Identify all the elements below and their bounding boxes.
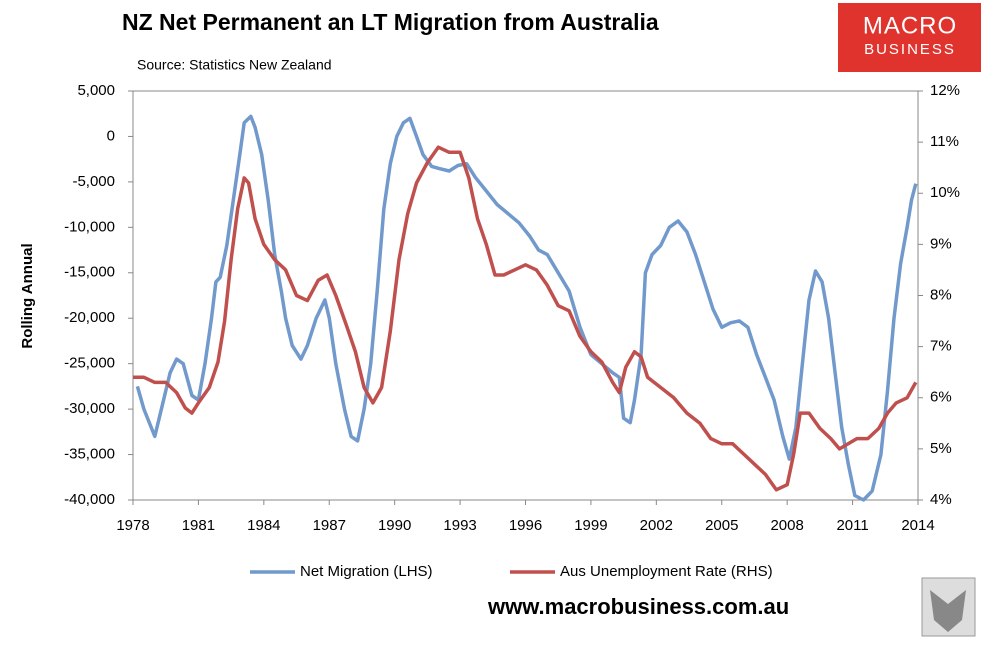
y2-tick-label: 4% bbox=[930, 491, 952, 508]
y2-tick-label: 8% bbox=[930, 286, 952, 303]
logo-text: MACRO bbox=[863, 12, 957, 39]
y-tick-label: -5,000 bbox=[72, 173, 115, 190]
footer-url: www.macrobusiness.com.au bbox=[487, 594, 789, 619]
y2-tick-label: 9% bbox=[930, 235, 952, 252]
x-tick-label: 1993 bbox=[443, 517, 476, 534]
x-tick-label: 1984 bbox=[247, 517, 280, 534]
x-tick-label: 1987 bbox=[313, 517, 346, 534]
series-line bbox=[135, 114, 918, 502]
y2-tick-label: 11% bbox=[930, 133, 959, 150]
x-tick-label: 2005 bbox=[705, 517, 738, 534]
y2-tick-label: 5% bbox=[930, 440, 952, 457]
y2-tick-label: 12% bbox=[930, 82, 960, 99]
x-tick-label: 2002 bbox=[640, 517, 673, 534]
subtitle: Source: Statistics New Zealand bbox=[137, 57, 332, 73]
x-tick-label: 2014 bbox=[901, 517, 934, 534]
x-tick-label: 2011 bbox=[836, 517, 868, 534]
y2-tick-label: 7% bbox=[930, 338, 952, 355]
x-tick-label: 1999 bbox=[574, 517, 607, 534]
x-tick-label: 1981 bbox=[182, 517, 215, 534]
y-tick-label: -35,000 bbox=[64, 446, 115, 463]
series-line bbox=[133, 145, 918, 492]
legend-label: Aus Unemployment Rate (RHS) bbox=[560, 563, 773, 580]
legend-label: Net Migration (LHS) bbox=[300, 563, 433, 580]
logo-box bbox=[838, 3, 981, 72]
fox-icon bbox=[930, 590, 966, 632]
y-tick-label: -15,000 bbox=[64, 264, 115, 281]
x-tick-label: 1990 bbox=[378, 517, 411, 534]
x-tick-label: 1996 bbox=[509, 517, 542, 534]
y-tick-label: -40,000 bbox=[64, 491, 115, 508]
logo-text: BUSINESS bbox=[864, 41, 956, 58]
y-axis-label: Rolling Annual bbox=[19, 243, 36, 348]
plot-frame bbox=[132, 90, 919, 501]
y-tick-label: -25,000 bbox=[64, 355, 115, 372]
x-tick-label: 2008 bbox=[770, 517, 803, 534]
y-tick-label: -30,000 bbox=[64, 400, 115, 417]
y2-tick-label: 10% bbox=[930, 184, 960, 201]
y-tick-label: 5,000 bbox=[77, 82, 115, 99]
y-tick-label: -20,000 bbox=[64, 309, 115, 326]
chart-title: NZ Net Permanent an LT Migration from Au… bbox=[122, 9, 659, 35]
y2-tick-label: 6% bbox=[930, 389, 952, 406]
x-tick-label: 1978 bbox=[116, 517, 149, 534]
y-tick-label: -10,000 bbox=[64, 218, 115, 235]
y-tick-label: 0 bbox=[107, 127, 115, 144]
